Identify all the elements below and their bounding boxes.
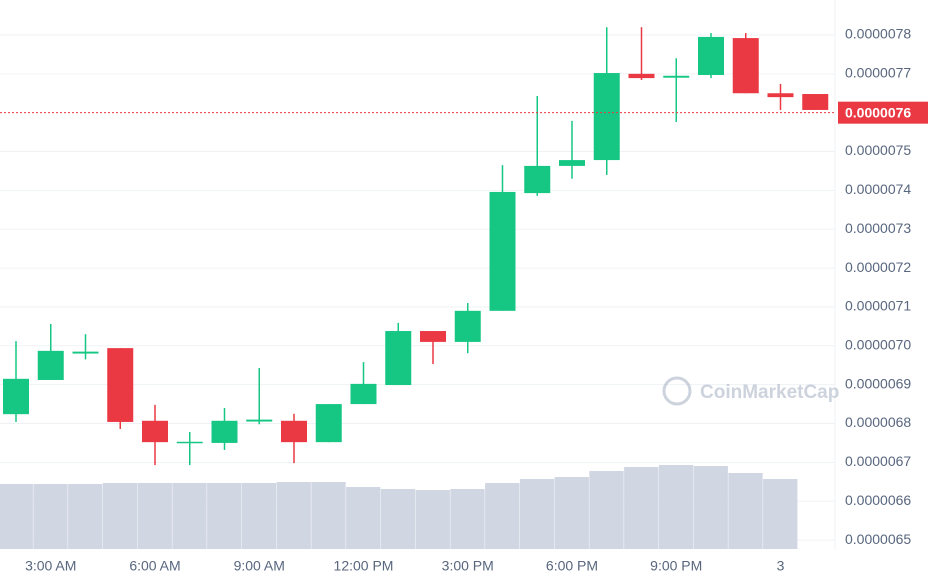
volume-bar <box>68 484 103 549</box>
candle-body <box>559 160 585 166</box>
x-tick-label: 3 <box>777 558 785 574</box>
candle-body <box>72 351 99 354</box>
candle-body <box>698 36 724 75</box>
candle-body <box>767 93 794 98</box>
volume-bar <box>241 483 277 549</box>
x-tick-label: 12:00 PM <box>334 558 394 574</box>
y-tick-label: 0.0000078 <box>845 26 911 42</box>
volume-bar <box>33 484 68 549</box>
y-tick-label: 0.0000075 <box>845 142 911 158</box>
candle-body <box>663 75 690 78</box>
watermark-text: CoinMarketCap <box>700 382 839 403</box>
y-tick-label: 0.0000068 <box>845 414 911 430</box>
candle-body <box>593 73 620 161</box>
candle-body <box>3 378 29 415</box>
volume-bar <box>207 483 242 549</box>
candle-body <box>628 73 655 79</box>
y-tick-label: 0.0000071 <box>845 298 911 314</box>
volume-bar <box>380 489 416 549</box>
volume-bar <box>624 467 659 549</box>
volume-bar <box>137 483 172 549</box>
watermark-logo <box>662 376 692 406</box>
volume-bar <box>276 482 311 549</box>
candle-body <box>176 441 203 444</box>
x-tick-label: 3:00 PM <box>442 558 494 574</box>
y-tick-label: 0.0000069 <box>845 375 911 391</box>
x-tick-label: 6:00 AM <box>129 558 180 574</box>
volume-bar <box>0 484 33 549</box>
y-tick-label: 0.0000066 <box>845 492 911 508</box>
candle-body <box>37 350 64 380</box>
y-tick-label: 0.0000072 <box>845 259 911 275</box>
volume-bar <box>346 487 381 549</box>
y-tick-label: 0.0000077 <box>845 65 911 81</box>
volume-bar <box>450 489 485 549</box>
candle-body <box>420 331 446 342</box>
volume-bar <box>728 473 763 549</box>
x-tick-label: 9:00 PM <box>650 558 702 574</box>
candle-body <box>489 191 516 311</box>
y-tick-label: 0.0000073 <box>845 220 911 236</box>
volume-bar <box>311 482 346 549</box>
volume-bar <box>554 477 589 549</box>
candle-body <box>732 38 759 94</box>
candle-body <box>281 420 307 443</box>
x-tick-label: 6:00 PM <box>546 558 598 574</box>
volume-bar <box>693 466 728 549</box>
volume-bar <box>172 483 207 549</box>
candle-body <box>802 94 829 110</box>
candle-body <box>211 420 238 443</box>
volume-bar <box>658 465 694 549</box>
candle-body <box>107 348 134 422</box>
y-tick-label: 0.0000065 <box>845 531 911 547</box>
current-price-label: 0.0000076 <box>845 104 911 120</box>
candle-body <box>524 165 551 194</box>
y-tick-label: 0.0000070 <box>845 336 911 352</box>
candle-body <box>315 404 342 443</box>
candle-body <box>350 383 377 405</box>
volume-bar <box>485 483 520 549</box>
candle-body <box>454 310 481 342</box>
x-tick-label: 9:00 AM <box>234 558 285 574</box>
candle-body <box>246 419 273 422</box>
volume-bar <box>763 479 798 549</box>
candle-body <box>385 331 412 386</box>
volume-bar <box>589 471 624 549</box>
y-tick-label: 0.0000074 <box>845 181 911 197</box>
volume-bar <box>102 483 138 549</box>
volume-bar <box>415 490 450 549</box>
watermark: CoinMarketCap <box>662 376 839 406</box>
y-tick-label: 0.0000067 <box>845 453 911 469</box>
x-tick-label: 3:00 AM <box>25 558 76 574</box>
current-price-box <box>838 101 928 124</box>
volume-bar <box>519 479 555 549</box>
candle-body <box>142 420 168 443</box>
